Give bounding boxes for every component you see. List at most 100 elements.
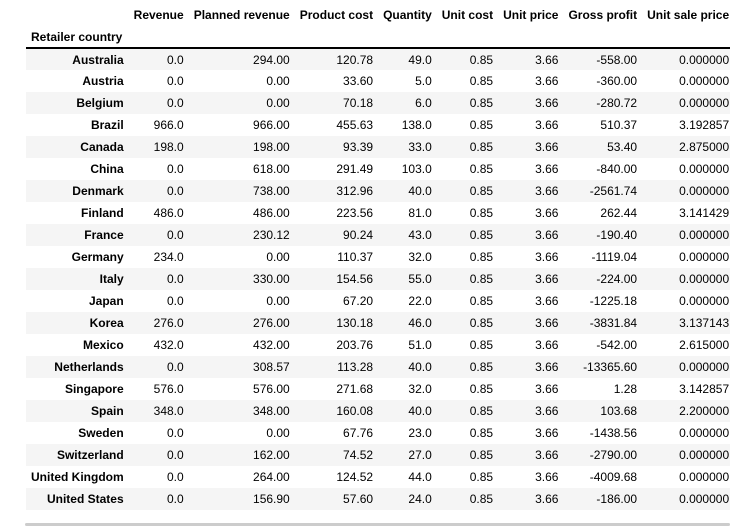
cell: 291.49 [336, 162, 374, 176]
row-label: Sweden [78, 426, 124, 440]
cell: 3.66 [535, 52, 559, 67]
cell: 0.0 [167, 360, 184, 374]
cell: 0.000000 [679, 250, 730, 264]
table-row: United States 0.0 156.90 57.60 24.0 0.85 3.66 -… [26, 488, 730, 510]
cell: -186.00 [596, 492, 638, 506]
table-header: Revenue Planned revenue Product cost Quanti… [26, 4, 730, 48]
cell: 0.85 [469, 96, 494, 110]
table-row: Finland 486.0 486.00 223.56 81.0 0.85 3.66 262.… [26, 202, 730, 224]
cell: 3.66 [535, 470, 559, 484]
cell: 0.00 [266, 294, 290, 308]
cell: 0.85 [469, 162, 494, 176]
row-label: Canada [80, 140, 124, 154]
cell: 0.0 [167, 184, 184, 198]
cell: 264.00 [253, 470, 290, 484]
cell: 3.66 [535, 206, 559, 220]
cell: 2.615000 [679, 338, 730, 352]
cell: 0.85 [469, 316, 494, 330]
cell: 0.0 [167, 272, 184, 286]
table-row: Japan 0.0 0.00 67.20 22.0 0.85 3.66 -1225.18 0.0… [26, 290, 730, 312]
cell: -280.72 [596, 96, 638, 110]
table-row: Australia 0.0 294.00 120.78 49.0 0.85 3.66 -558… [26, 48, 730, 70]
cell: 0.85 [469, 294, 494, 308]
blank-header-cell [189, 26, 295, 48]
blank-header-cell [378, 26, 437, 48]
cell: -3831.84 [589, 316, 638, 330]
cell: 0.85 [469, 52, 494, 67]
cell: 271.68 [336, 382, 374, 396]
cell: -360.00 [596, 74, 638, 88]
cell: -2790.00 [589, 448, 638, 462]
cell: 966.00 [253, 118, 290, 132]
blank-header-cell [642, 26, 730, 48]
cell: -224.00 [596, 272, 638, 286]
cell: 486.00 [253, 206, 290, 220]
cell: 22.0 [408, 294, 432, 308]
cell: 0.85 [469, 228, 494, 242]
cell: 3.137143 [679, 316, 730, 330]
cell: 2.875000 [679, 140, 730, 154]
cell: 3.66 [535, 96, 559, 110]
blank-header-cell [26, 4, 129, 26]
table-row: Spain 348.0 348.00 160.08 40.0 0.85 3.66 103.68… [26, 400, 730, 422]
cell: 0.00 [266, 96, 290, 110]
cell: 33.60 [343, 74, 374, 88]
index-name-label: Retailer country [31, 29, 123, 44]
cell: 0.00 [266, 250, 290, 264]
cell: 46.0 [408, 316, 432, 330]
cell: 0.85 [469, 206, 494, 220]
cell: 120.78 [336, 52, 374, 67]
cell: 53.40 [607, 140, 638, 154]
cell: 1.28 [613, 382, 638, 396]
horizontal-scrollbar[interactable] [25, 523, 730, 526]
cell: 0.0 [167, 294, 184, 308]
cell: 0.000000 [679, 228, 730, 242]
cell: 2.200000 [679, 404, 730, 418]
column-header: Unit sale price [647, 8, 730, 22]
cell: 124.52 [336, 470, 374, 484]
row-label: Italy [99, 272, 124, 286]
cell: 103.68 [600, 404, 638, 418]
cell: 43.0 [408, 228, 432, 242]
cell: 0.0 [167, 448, 184, 462]
row-label: France [84, 228, 124, 242]
cell: -2561.74 [589, 184, 638, 198]
row-label: United States [46, 492, 124, 506]
cell: 3.66 [535, 272, 559, 286]
cell: 33.0 [408, 140, 432, 154]
cell: 27.0 [408, 448, 432, 462]
cell: 3.66 [535, 382, 559, 396]
cell: -13365.60 [583, 360, 638, 374]
cell: 348.0 [153, 404, 184, 418]
cell: 70.18 [343, 96, 374, 110]
cell: 966.0 [153, 118, 184, 132]
cell: 0.00 [266, 74, 290, 88]
cell: 160.08 [336, 404, 374, 418]
column-header: Revenue [133, 8, 184, 22]
cell: 3.66 [535, 448, 559, 462]
cell: 0.85 [469, 250, 494, 264]
cell: 0.85 [469, 184, 494, 198]
cell: 138.0 [401, 118, 432, 132]
blank-header-cell [295, 26, 378, 48]
cell: 3.66 [535, 294, 559, 308]
cell: 3.66 [535, 338, 559, 352]
row-label: Australia [72, 52, 124, 67]
row-label: China [90, 162, 124, 176]
cell: 230.12 [253, 228, 290, 242]
cell: 81.0 [408, 206, 432, 220]
cell: 0.85 [469, 382, 494, 396]
dataframe-table: Revenue Planned revenue Product cost Quanti… [26, 4, 730, 510]
cell: 0.0 [167, 52, 184, 67]
cell: -840.00 [596, 162, 638, 176]
cell: 576.00 [253, 382, 290, 396]
cell: 738.00 [253, 184, 290, 198]
cell: 67.20 [343, 294, 374, 308]
cell: 40.0 [408, 184, 432, 198]
cell: 93.39 [343, 140, 374, 154]
cell: 0.85 [469, 140, 494, 154]
cell: 23.0 [408, 426, 432, 440]
cell: 348.00 [253, 404, 290, 418]
cell: 3.66 [535, 426, 559, 440]
cell: 0.000000 [679, 360, 730, 374]
